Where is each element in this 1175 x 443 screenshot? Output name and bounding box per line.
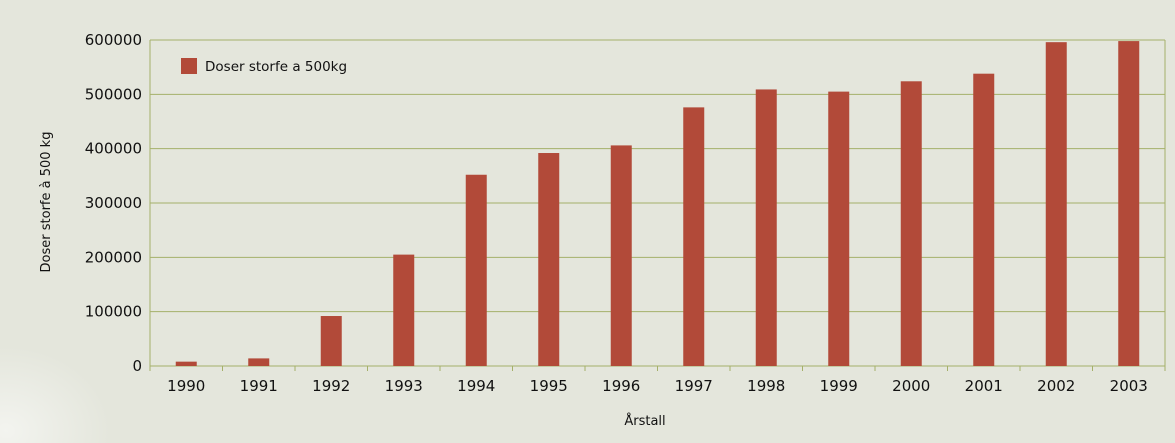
bar bbox=[320, 316, 342, 366]
bar bbox=[393, 254, 415, 366]
y-axis-title: Doser storfe à 500 kg bbox=[39, 132, 54, 273]
bar bbox=[610, 145, 632, 366]
x-tick-label: 2000 bbox=[892, 377, 930, 395]
x-tick-label: 1994 bbox=[457, 377, 495, 395]
x-tick-label: 1996 bbox=[602, 377, 640, 395]
bar bbox=[538, 153, 560, 366]
x-tick-label: 1997 bbox=[675, 377, 713, 395]
gridlines bbox=[149, 39, 1166, 367]
bars bbox=[175, 41, 1140, 367]
bar bbox=[465, 174, 487, 366]
bar bbox=[973, 73, 995, 366]
bar bbox=[1045, 42, 1067, 366]
bar bbox=[248, 358, 270, 366]
x-tick-label: 1990 bbox=[167, 377, 205, 395]
x-tick-label: 1993 bbox=[385, 377, 423, 395]
legend-swatch bbox=[181, 58, 197, 74]
x-tick-label: 2003 bbox=[1110, 377, 1148, 395]
x-tick-label: 1992 bbox=[312, 377, 350, 395]
legend: Doser storfe a 500kg bbox=[181, 58, 347, 75]
bar bbox=[755, 89, 777, 367]
y-tick-label: 100000 bbox=[85, 303, 142, 321]
legend-label: Doser storfe a 500kg bbox=[205, 59, 347, 75]
y-tick-label: 400000 bbox=[85, 140, 142, 158]
x-tick-label: 1999 bbox=[820, 377, 858, 395]
x-tick-label: 2002 bbox=[1037, 377, 1075, 395]
y-tick-label: 500000 bbox=[85, 85, 142, 103]
bar bbox=[683, 107, 705, 366]
x-tick-label: 2001 bbox=[965, 377, 1003, 395]
y-tick-label: 600000 bbox=[85, 31, 142, 49]
y-tick-label: 300000 bbox=[85, 194, 142, 212]
y-tick-label: 200000 bbox=[85, 248, 142, 266]
bar bbox=[1118, 41, 1140, 366]
x-tick-label: 1998 bbox=[747, 377, 785, 395]
x-tick-label: 1991 bbox=[240, 377, 278, 395]
x-axis-title: Årstall bbox=[624, 413, 665, 429]
bar bbox=[175, 361, 197, 366]
bar bbox=[828, 91, 850, 366]
y-axis-ticks: 0 100000 200000 300000 400000 500000 600000 bbox=[85, 31, 142, 375]
x-tick-label: 1995 bbox=[530, 377, 568, 395]
bar bbox=[900, 81, 922, 366]
x-axis-ticks: 1990 1991 1992 1993 1994 1995 1996 1997 1998 1999… bbox=[149, 366, 1166, 395]
y-tick-label: 0 bbox=[132, 357, 142, 375]
